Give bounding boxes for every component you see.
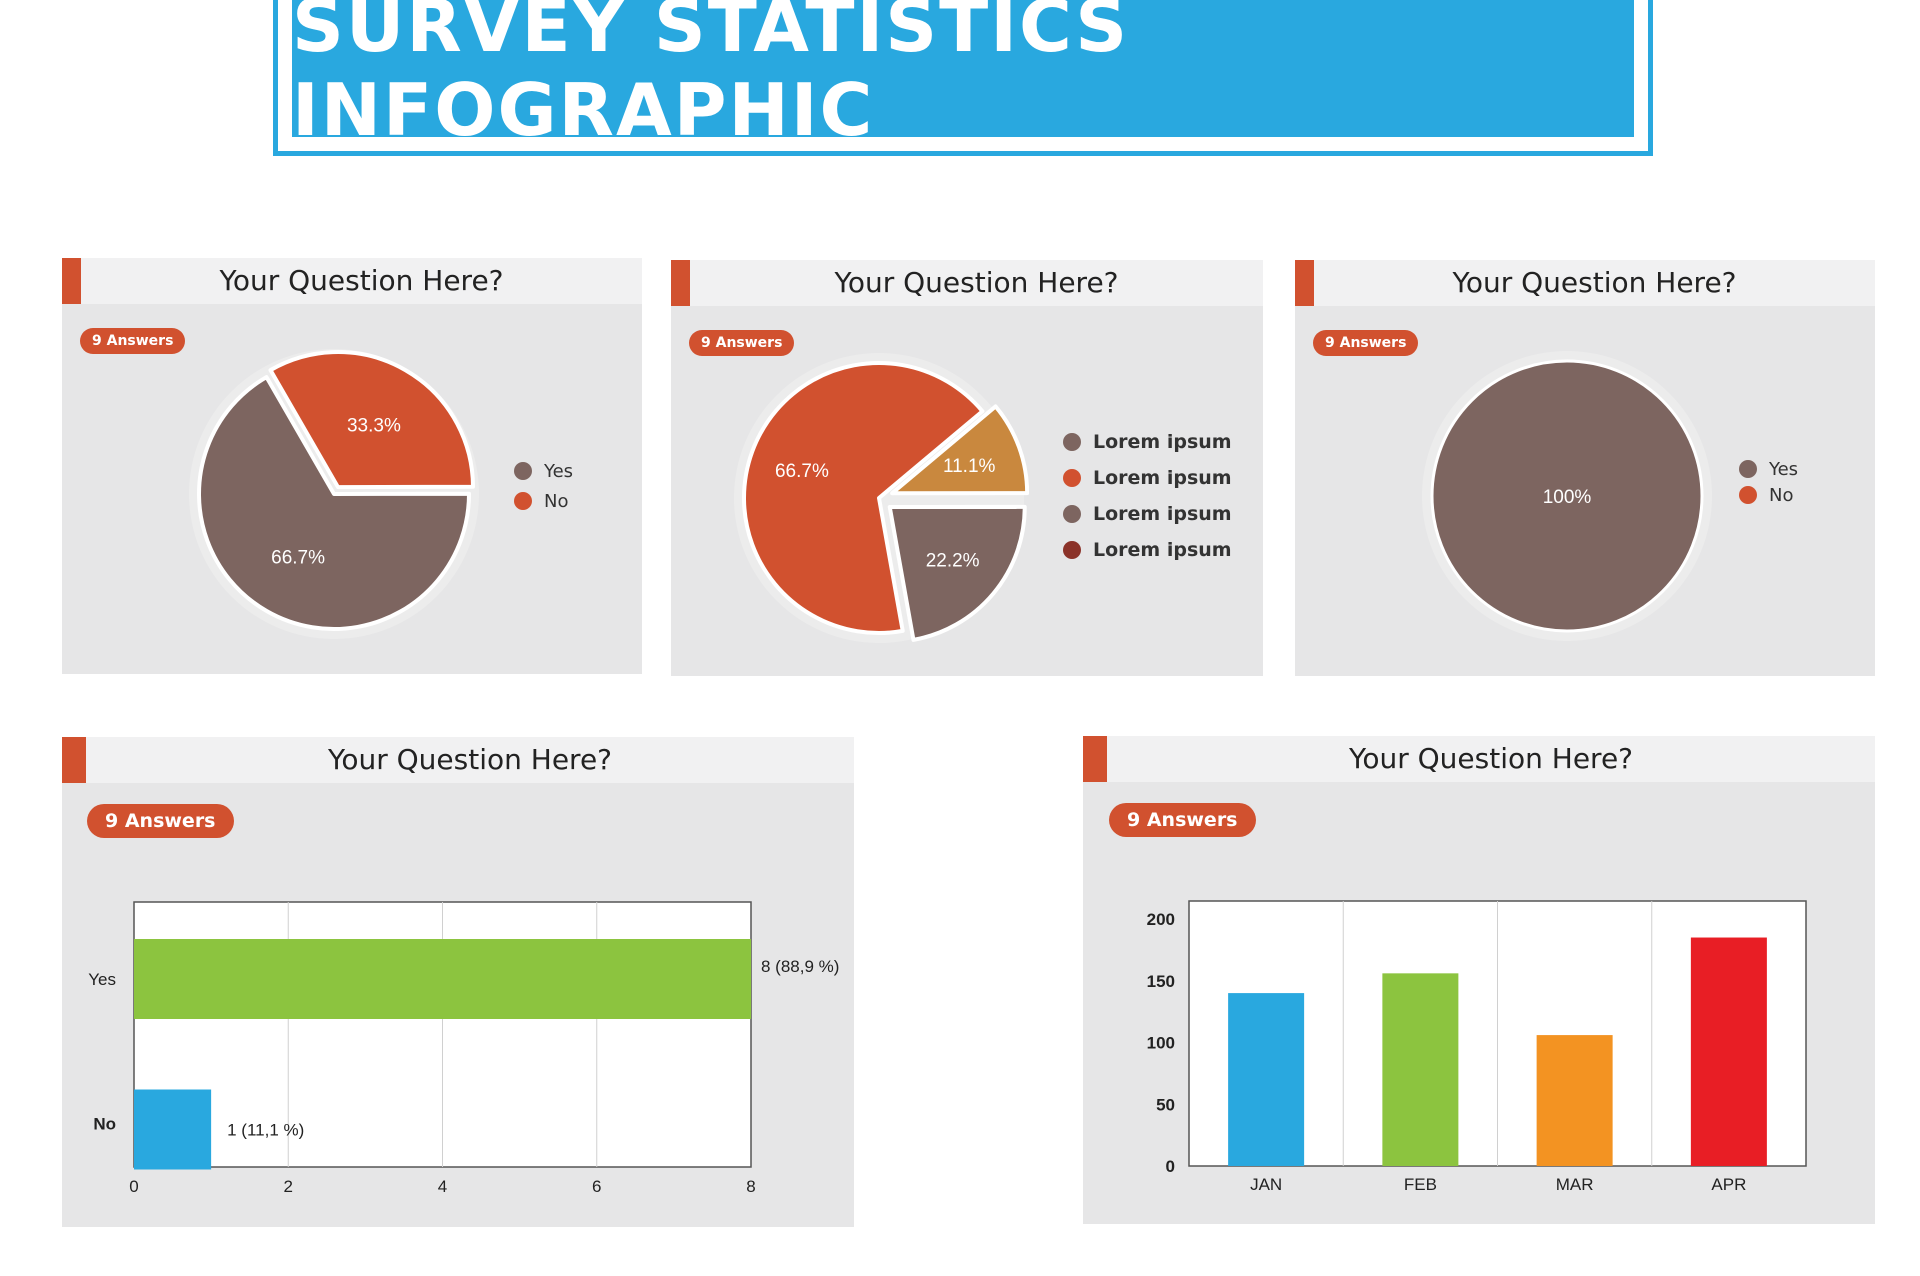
legend-item-2: Lorem ipsum <box>1063 460 1232 496</box>
legend-label: Yes <box>544 460 574 482</box>
pie-slice-lorem-ipsum-1 <box>887 504 1027 642</box>
pie-chart-2: 11.1% 22.2% 66.7% <box>734 353 1029 643</box>
legend-label: Lorem ipsum <box>1093 503 1232 525</box>
bar-feb <box>1382 973 1459 1166</box>
category-label: No <box>93 1115 116 1134</box>
legend-swatch <box>1063 505 1081 523</box>
x-tick-label: FEB <box>1404 1175 1437 1194</box>
answers-badge: 9 Answers <box>80 328 186 354</box>
pie-value-label: 11.1% <box>943 456 996 477</box>
answers-badge: 9 Answers <box>87 804 234 838</box>
panel-title: Your Question Here? <box>327 743 613 776</box>
legend-item-1: Lorem ipsum <box>1063 424 1232 460</box>
legend-label: No <box>1769 484 1794 506</box>
legend-swatch <box>1739 460 1757 478</box>
pie-value-label: 22.2% <box>926 551 980 572</box>
panel-accent <box>62 258 81 304</box>
y-tick-label: 0 <box>1166 1157 1175 1176</box>
bar-value-label: 1 (11,1 %) <box>227 1121 304 1140</box>
y-tick-label: 150 <box>1147 972 1175 991</box>
panel-title: Your Question Here? <box>1348 742 1634 775</box>
bar-yes <box>134 939 751 1019</box>
pie-panel-1: Your Question Here? 9 Answers 33.3% 66.7%… <box>62 258 642 674</box>
legend: Yes No <box>1739 456 1798 508</box>
category-label: Yes <box>88 970 116 989</box>
legend-swatch <box>1063 469 1081 487</box>
legend: Lorem ipsum Lorem ipsum Lorem ipsum Lore… <box>1063 424 1232 568</box>
pie-value-label: 100% <box>1543 487 1592 508</box>
legend-label: Lorem ipsum <box>1093 467 1232 489</box>
y-tick-label: 100 <box>1147 1034 1175 1053</box>
panel-accent <box>671 260 690 306</box>
panel-accent <box>62 737 86 783</box>
pie-value-label: 33.3% <box>347 416 401 437</box>
title-banner: SURVEY STATISTICS INFOGRAPHIC <box>273 0 1653 156</box>
panel-accent <box>1295 260 1314 306</box>
legend-label: Yes <box>1769 458 1799 480</box>
pie-slice-lorem-ipsum-2 <box>742 361 985 635</box>
legend-item-no: No <box>514 486 573 516</box>
pie-chart-1: 33.3% 66.7% <box>189 349 479 639</box>
answers-badge: 9 Answers <box>1313 330 1419 356</box>
x-tick-label: APR <box>1711 1175 1746 1194</box>
x-tick-label: MAR <box>1556 1175 1594 1194</box>
pie-chart-3: 100% <box>1422 351 1712 641</box>
x-tick-label: 0 <box>129 1177 138 1196</box>
legend-item-no: No <box>1739 482 1798 508</box>
x-tick-label: 4 <box>438 1177 447 1196</box>
panel-accent <box>1083 736 1107 782</box>
x-tick-label: 8 <box>746 1177 755 1196</box>
bar-mar <box>1536 1035 1613 1166</box>
answers-badge: 9 Answers <box>689 330 795 356</box>
bar-panel-horizontal: Your Question Here? 9 Answers 0 2 4 6 8 Yes 8 … <box>62 737 854 1227</box>
pie-slice-yes-1 <box>197 375 471 631</box>
bar-no <box>134 1089 212 1170</box>
panel-title: Your Question Here? <box>219 264 504 297</box>
pie-panel-3: Your Question Here? 9 Answers 100% Yes N… <box>1295 260 1875 676</box>
y-tick-label: 50 <box>1156 1095 1175 1114</box>
legend-swatch <box>514 462 532 480</box>
bar-value-label: 8 (88,9 %) <box>761 957 839 976</box>
legend-swatch <box>1063 433 1081 451</box>
legend-label: No <box>544 490 569 512</box>
panel-header <box>1295 260 1875 306</box>
title-banner-fill: SURVEY STATISTICS INFOGRAPHIC <box>292 0 1634 152</box>
pie-value-label: 66.7% <box>271 547 325 568</box>
pie-value-label: 66.7% <box>775 461 829 482</box>
legend-label: Lorem ipsum <box>1093 539 1232 561</box>
legend-label: Lorem ipsum <box>1093 431 1232 453</box>
infographic-title: SURVEY STATISTICS INFOGRAPHIC <box>292 0 1130 152</box>
y-tick-label: 200 <box>1147 910 1175 929</box>
bar-apr <box>1690 937 1767 1166</box>
panel-header <box>62 737 854 783</box>
pie-slice-no-0 <box>268 350 475 490</box>
x-tick-label: JAN <box>1250 1175 1282 1194</box>
legend-item-4: Lorem ipsum <box>1063 532 1232 568</box>
panel-title: Your Question Here? <box>834 266 1119 299</box>
legend-item-yes: Yes <box>514 456 573 486</box>
legend-swatch <box>1739 486 1757 504</box>
panel-header <box>671 260 1263 306</box>
legend-item-3: Lorem ipsum <box>1063 496 1232 532</box>
horizontal-bar-chart: 0 2 4 6 8 Yes 8 (88,9 %) No 1 (11,1 %) <box>88 901 839 1196</box>
pie-slice-lorem-ipsum-0 <box>890 404 1029 496</box>
bar-panel-vertical: Your Question Here? 9 Answers 200 150 100 5… <box>1083 736 1875 1224</box>
answers-badge: 9 Answers <box>1109 803 1256 837</box>
legend: Yes No <box>514 456 573 516</box>
bar-jan <box>1228 993 1305 1166</box>
panel-title: Your Question Here? <box>1452 266 1737 299</box>
panel-header <box>62 258 642 304</box>
legend-swatch <box>1063 541 1081 559</box>
x-tick-label: 2 <box>284 1177 293 1196</box>
vertical-bar-chart: 200 150 100 50 0 JAN FEB MAR APR <box>1147 900 1807 1194</box>
panel-header <box>1083 736 1875 782</box>
pie-panel-2: Your Question Here? 9 Answers 11.1% 22.2%… <box>671 260 1263 676</box>
legend-swatch <box>514 492 532 510</box>
pie-slice-yes-0 <box>1430 359 1704 633</box>
legend-item-yes: Yes <box>1739 456 1798 482</box>
x-tick-label: 6 <box>592 1177 601 1196</box>
